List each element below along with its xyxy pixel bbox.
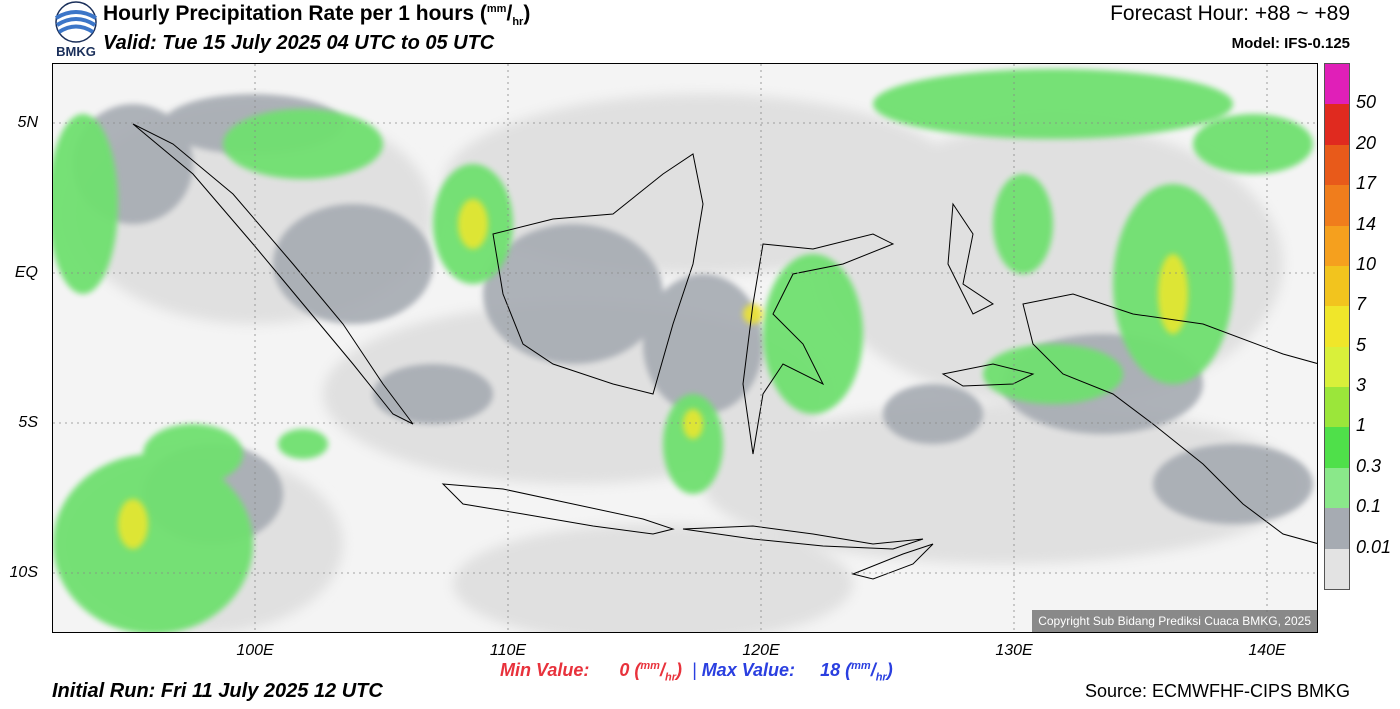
max-value: 18: [820, 660, 841, 680]
legend-label: 50: [1356, 92, 1377, 113]
bmkg-logo: BMKG: [51, 0, 101, 62]
legend-label: 17: [1356, 173, 1377, 194]
legend-swatch: [1325, 185, 1349, 226]
legend-label: 1: [1356, 415, 1367, 436]
legend-swatch: [1325, 427, 1349, 468]
lon-label-100e: 100E: [236, 642, 274, 659]
legend-swatch: [1325, 508, 1349, 549]
data-source: Source: ECMWFHF-CIPS BMKG: [1084, 681, 1350, 701]
legend-swatch: [1325, 144, 1349, 186]
lon-label-130e: 130E: [995, 642, 1033, 659]
legend-swatch: [1325, 225, 1349, 266]
min-unit-top: mm: [640, 660, 660, 672]
legend-label: 0.01: [1356, 536, 1392, 557]
initial-run: Initial Run: Fri 11 July 2025 12 UTC: [52, 680, 383, 702]
logo-text: BMKG: [56, 44, 96, 59]
valid-time: Valid: Tue 15 July 2025 04 UTC to 05 UTC: [103, 32, 495, 54]
title-unit-bottom: hr: [512, 16, 524, 29]
legend-label: 5: [1356, 334, 1367, 355]
legend-label: 3: [1356, 375, 1367, 396]
model-name: Model: IFS-0.125: [1231, 35, 1350, 52]
title-unit-top: mm: [486, 3, 507, 15]
legend-swatch: [1325, 265, 1349, 307]
precipitation-map: Copyright Sub Bidang Prediksi Cuaca BMKG…: [52, 63, 1318, 633]
lon-label-110e: 110E: [489, 642, 527, 659]
legend-swatch: [1325, 104, 1349, 145]
color-legend: [1324, 63, 1350, 590]
legend-swatch: [1325, 64, 1349, 105]
legend-swatch: [1325, 548, 1349, 589]
bmkg-logo-icon: [54, 1, 98, 43]
lat-label-5n: 5N: [17, 114, 38, 131]
lat-label-eq: EQ: [14, 264, 38, 281]
title-prefix: Hourly Precipitation Rate per 1 hours (: [103, 2, 487, 25]
copyright-notice: Copyright Sub Bidang Prediksi Cuaca BMKG…: [1032, 610, 1317, 632]
lon-label-120e: 120E: [742, 642, 780, 659]
legend-label: 0.3: [1356, 455, 1382, 476]
legend-label: 20: [1356, 132, 1377, 153]
lon-label-140e: 140E: [1248, 642, 1286, 659]
max-value-label: Max Value:: [701, 660, 796, 680]
legend-swatch: [1325, 306, 1349, 347]
title-suffix: ): [523, 2, 531, 25]
page-title: Hourly Precipitation Rate per 1 hours (m…: [103, 2, 531, 29]
min-value-label: Min Value:: [500, 660, 590, 680]
min-max-values: Min Value: 0 (mm/hr) | Max Value: 18 (mm…: [500, 660, 893, 684]
lat-label-10s: 10S: [9, 564, 38, 581]
legend-label: 14: [1356, 213, 1377, 234]
legend-label: 10: [1356, 253, 1377, 274]
min-value: 0: [619, 660, 630, 680]
legend-swatch: [1325, 346, 1349, 387]
map-canvas: [53, 64, 1317, 632]
legend-swatch: [1325, 387, 1349, 428]
lat-label-5s: 5S: [18, 414, 38, 431]
max-unit-top: mm: [851, 660, 871, 672]
max-unit-bottom: hr: [875, 671, 887, 684]
legend-swatch: [1325, 467, 1349, 509]
legend-label: 7: [1356, 294, 1367, 315]
legend-label: 0.1: [1356, 496, 1382, 517]
min-unit-bottom: hr: [664, 671, 676, 684]
forecast-hour: Forecast Hour: +88 ~ +89: [1110, 2, 1350, 25]
